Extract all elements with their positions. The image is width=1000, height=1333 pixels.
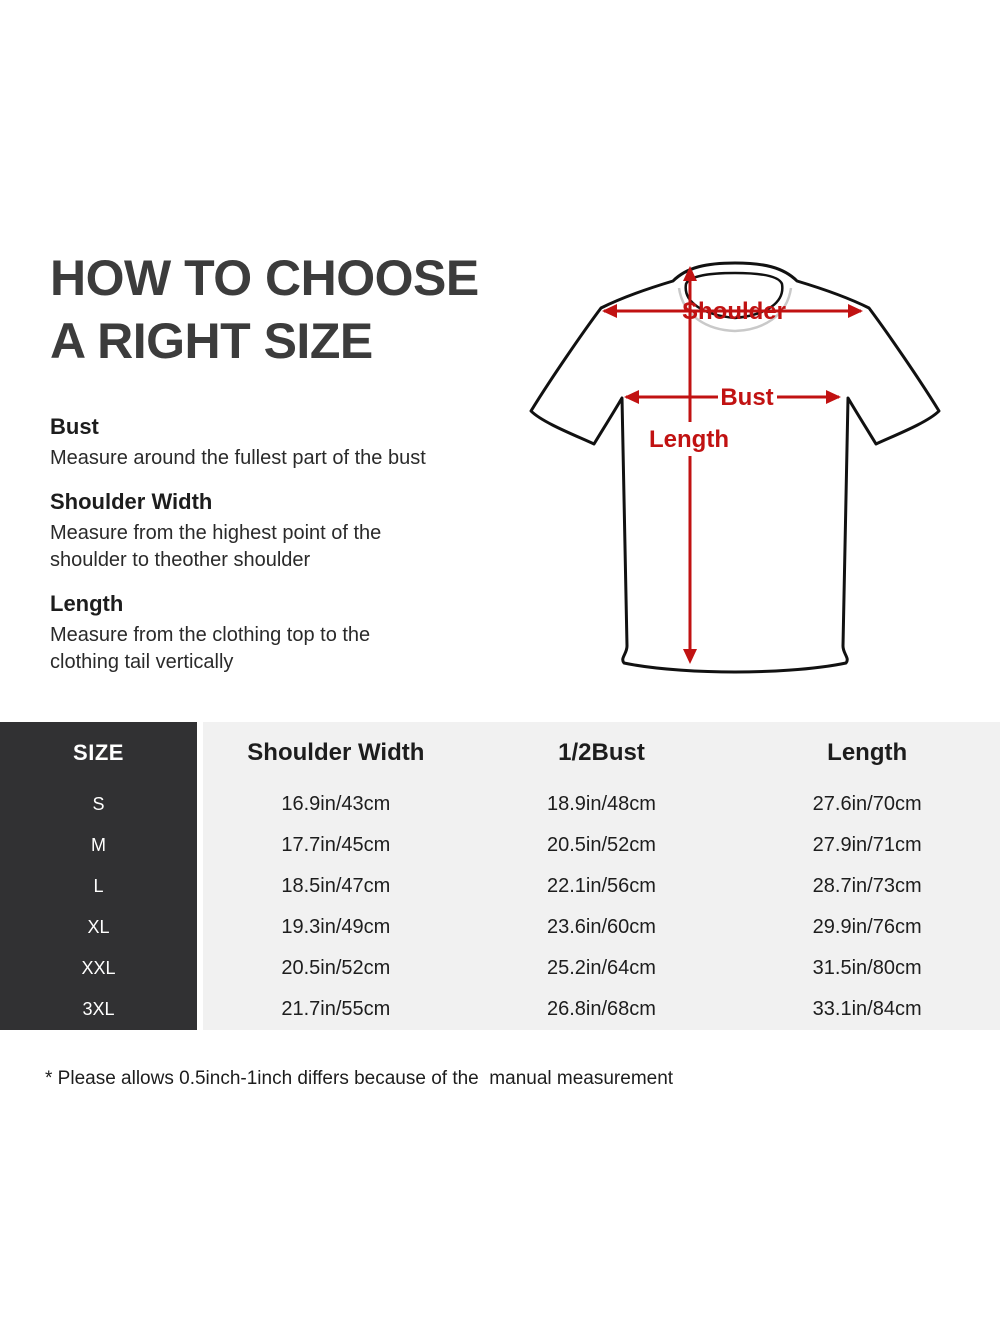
cell-xxl-shoulder: 20.5in/52cm [281,957,391,979]
cell-xxl-length: 31.5in/80cm [812,957,922,979]
cell-xxl-bust: 25.2in/64cm [547,957,656,979]
guide-desc-length-line2: clothing tail vertically [50,651,234,673]
column-header-size: SIZE [0,722,203,784]
measurement-footnote: * Please allows 0.5inch-1inch differs be… [45,1068,674,1089]
cell-3xl-length: 33.1in/84cm [812,998,922,1020]
cell-l-shoulder: 18.5in/47cm [281,875,391,897]
guide-section-length: Length Measure from the clothing top to … [50,589,490,676]
collar-shadow [677,287,793,333]
cell-s-length: 27.6in/70cm [812,793,922,815]
cell-3xl-bust: 26.8in/68cm [547,998,656,1020]
guide-desc-shoulder-line2: shoulder to theother shoulder [50,549,311,571]
cell-xl-bust: 23.6in/60cm [547,916,656,938]
guide-section-shoulder: Shoulder Width Measure from the highest … [50,487,490,574]
bust-arrow-label: Bust [720,384,773,411]
guide-term-length: Length [50,591,124,616]
guide-desc-bust-line1: Measure around the fullest part of the b… [50,447,426,469]
size-label-xl: XL [0,907,203,948]
guide-desc-length-line1: Measure from the clothing top to the [50,624,371,646]
size-label-m: M [0,825,203,866]
size-label-xxl: XXL [0,948,203,989]
guide-section-bust: Bust Measure around the fullest part of … [50,412,490,472]
shoulder-arrow-label: Shoulder [682,298,786,325]
page-title: HOW TO CHOOSE A RIGHT SIZE [50,247,479,373]
cell-3xl-shoulder: 21.7in/55cm [281,998,391,1020]
guide-desc-shoulder-line1: Measure from the highest point of the [50,522,382,544]
cell-s-shoulder: 16.9in/43cm [281,793,391,815]
size-label-s: S [0,784,203,825]
size-label-3xl: 3XL [0,989,203,1030]
cell-m-length: 27.9in/71cm [812,834,922,856]
shoulder-arrow [602,304,863,318]
size-label-l: L [0,866,203,907]
measurement-guide: Bust Measure around the fullest part of … [50,412,490,691]
tshirt-diagram: Shoulder Length Bust [529,261,941,674]
length-arrow-label: Length [649,426,729,453]
tshirt-outline [529,261,941,674]
page-title-line1: HOW TO CHOOSE [50,250,479,306]
column-header-bust: 1/2Bust [558,739,645,766]
column-header-length: Length [827,739,908,766]
size-chart-table: SIZE Shoulder Width 1/2Bust Length S 16.… [0,722,1000,1030]
cell-xl-length: 29.9in/76cm [812,916,922,938]
cell-m-bust: 20.5in/52cm [547,834,656,856]
cell-xl-shoulder: 19.3in/49cm [281,916,391,938]
cell-l-length: 28.7in/73cm [812,875,922,897]
guide-term-shoulder: Shoulder Width [50,489,213,514]
cell-l-bust: 22.1in/56cm [547,875,656,897]
bust-arrow [624,390,841,404]
page-title-line2: A RIGHT SIZE [50,313,373,369]
cell-s-bust: 18.9in/48cm [547,793,656,815]
cell-m-shoulder: 17.7in/45cm [281,834,391,856]
guide-term-bust: Bust [50,414,99,439]
column-header-shoulder: Shoulder Width [247,739,425,766]
